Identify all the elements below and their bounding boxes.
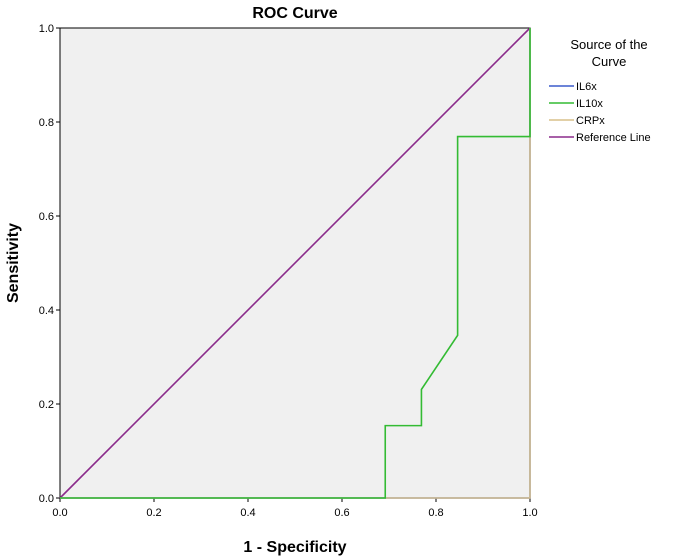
series-line-il10x bbox=[60, 28, 531, 499]
x-tick-label: 0.8 bbox=[428, 507, 443, 519]
axis-ticks: 0.0 0.2 0.4 0.6 0.8 1.0 0.0 0.2 0.4 0.6 0.8 1.0 bbox=[39, 23, 538, 519]
y-axis-label: Sensitivity bbox=[5, 223, 22, 303]
x-axis-label: 1 - Specificity bbox=[243, 539, 346, 556]
legend-label-il6x: IL6x bbox=[576, 81, 597, 93]
y-tick-label: 0.0 bbox=[39, 493, 54, 505]
x-tick-label: 1.0 bbox=[522, 507, 537, 519]
legend-title-line-1: Source of the bbox=[570, 37, 647, 52]
legend-label-il10x: IL10x bbox=[576, 98, 603, 110]
y-tick-label: 0.8 bbox=[39, 117, 54, 129]
y-tick-label: 1.0 bbox=[39, 23, 54, 35]
series-line-reference-line bbox=[59, 27, 531, 499]
legend-label-crpx: CRPx bbox=[576, 115, 605, 127]
x-tick-label: 0.0 bbox=[52, 507, 67, 519]
x-tick-label: 0.2 bbox=[146, 507, 161, 519]
chart-title: ROC Curve bbox=[252, 5, 337, 22]
y-tick-label: 0.4 bbox=[39, 305, 54, 317]
legend-label-reference-line: Reference Line bbox=[576, 132, 651, 144]
y-tick-label: 0.6 bbox=[39, 211, 54, 223]
legend-title-line-2: Curve bbox=[592, 54, 627, 69]
y-tick-label: 0.2 bbox=[39, 399, 54, 411]
x-tick-label: 0.4 bbox=[240, 507, 255, 519]
legend-items: IL6x IL10x CRPx Reference Line bbox=[549, 81, 651, 144]
x-tick-label: 0.6 bbox=[334, 507, 349, 519]
series-layer bbox=[59, 27, 531, 499]
legend: Source of the Curve IL6x IL10x CRPx Referen… bbox=[549, 37, 651, 144]
